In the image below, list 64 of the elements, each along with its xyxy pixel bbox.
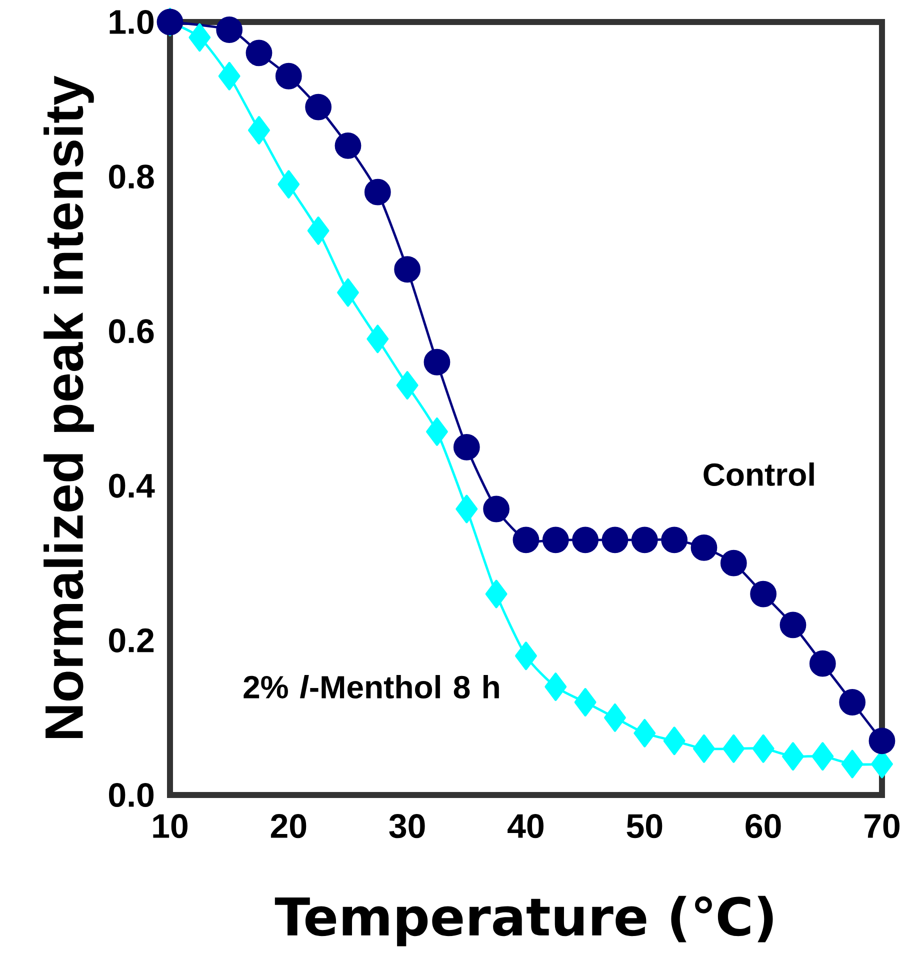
point xyxy=(812,742,834,771)
x-tick-label: 40 xyxy=(508,814,544,838)
point xyxy=(216,16,243,43)
point xyxy=(394,256,421,283)
point xyxy=(218,62,240,90)
x-tick-label: 20 xyxy=(270,814,306,838)
point xyxy=(305,94,332,120)
point xyxy=(572,526,599,554)
y-tick-label: 0.0 xyxy=(109,782,154,808)
point xyxy=(839,689,866,716)
point xyxy=(337,278,359,307)
point xyxy=(604,704,626,732)
point xyxy=(780,612,806,638)
point xyxy=(396,371,418,400)
point xyxy=(424,348,450,376)
y-tick-label: 0.2 xyxy=(109,628,154,652)
point xyxy=(188,23,211,52)
point xyxy=(366,324,389,354)
point xyxy=(456,494,478,524)
point xyxy=(634,718,656,748)
y-axis-title: Normalized peak intensity xyxy=(44,76,94,738)
point xyxy=(544,672,567,701)
point xyxy=(602,526,628,554)
point xyxy=(690,534,718,561)
series-label: 2% l-Menthol 8 h xyxy=(244,675,499,699)
point xyxy=(485,580,508,608)
y-tick-label: 0.4 xyxy=(109,474,155,498)
x-axis-title: Temperature (℃) xyxy=(274,896,773,946)
point xyxy=(426,417,448,446)
x-tick-label: 60 xyxy=(746,814,781,838)
point xyxy=(752,734,774,763)
point xyxy=(631,526,658,554)
point xyxy=(868,728,896,754)
point xyxy=(722,734,745,763)
point xyxy=(278,170,300,199)
y-tick-label: 1.0 xyxy=(110,10,154,34)
point xyxy=(693,734,715,763)
point xyxy=(720,550,747,576)
point xyxy=(841,750,864,778)
x-tick-label: 70 xyxy=(864,814,900,838)
series-label: Control xyxy=(704,462,814,486)
point xyxy=(483,496,510,522)
point xyxy=(512,526,540,554)
point xyxy=(307,216,330,245)
point xyxy=(661,526,688,554)
point xyxy=(246,40,272,66)
x-tick-label: 10 xyxy=(153,814,188,838)
point xyxy=(574,688,596,716)
point xyxy=(782,742,804,771)
point xyxy=(515,642,537,670)
point xyxy=(453,434,480,460)
x-tick-label: 30 xyxy=(389,814,425,838)
point xyxy=(542,526,569,554)
point xyxy=(334,132,362,159)
point xyxy=(750,580,777,608)
y-tick-label: 0.6 xyxy=(109,319,154,344)
point xyxy=(364,178,391,206)
point xyxy=(663,726,686,756)
point xyxy=(248,116,270,144)
x-tick-label: 50 xyxy=(626,814,662,838)
y-tick-label: 0.8 xyxy=(109,164,154,189)
point xyxy=(275,62,302,90)
point xyxy=(809,650,836,677)
point xyxy=(156,8,184,36)
